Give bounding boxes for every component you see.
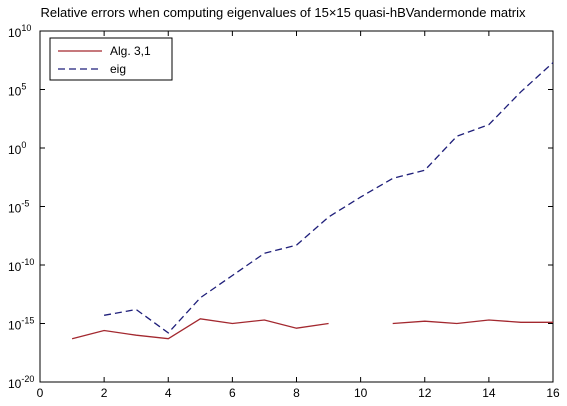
series-line-1 (392, 319, 553, 325)
y-tick-label: 10-5 (8, 199, 29, 216)
legend-box (49, 37, 173, 81)
legend: Alg. 3,1 eig (49, 37, 173, 81)
y-tick-label: 10-10 (8, 257, 34, 274)
series-line-1 (71, 318, 329, 340)
y-tick-label: 100 (8, 140, 26, 157)
x-tick-label: 0 (37, 386, 44, 400)
y-tick-label: 1010 (8, 23, 31, 40)
y-tick-label: 10-15 (8, 316, 34, 333)
x-tick-label: 14 (482, 386, 496, 400)
legend-label-1: Alg. 3,1 (110, 44, 151, 58)
x-axis: 0 2 4 6 8 10 12 14 16 (37, 31, 560, 400)
x-tick-label: 2 (101, 386, 108, 400)
series-line-2 (103, 62, 554, 334)
series-layer (71, 62, 554, 340)
x-tick-label: 6 (229, 386, 236, 400)
x-tick-label: 4 (165, 386, 172, 400)
x-tick-label: 10 (354, 386, 368, 400)
x-tick-label: 12 (418, 386, 432, 400)
y-tick-label: 10-20 (8, 374, 34, 391)
y-axis: 10-20 10-15 10-10 10-5 100 105 1010 (8, 23, 553, 391)
y-tick-label: 105 (8, 82, 26, 99)
legend-label-2: eig (110, 62, 126, 76)
x-tick-label: 16 (546, 386, 560, 400)
plot-area (39, 30, 554, 383)
x-tick-label: 8 (293, 386, 300, 400)
chart-title: Relative errors when computing eigenvalu… (40, 5, 526, 20)
